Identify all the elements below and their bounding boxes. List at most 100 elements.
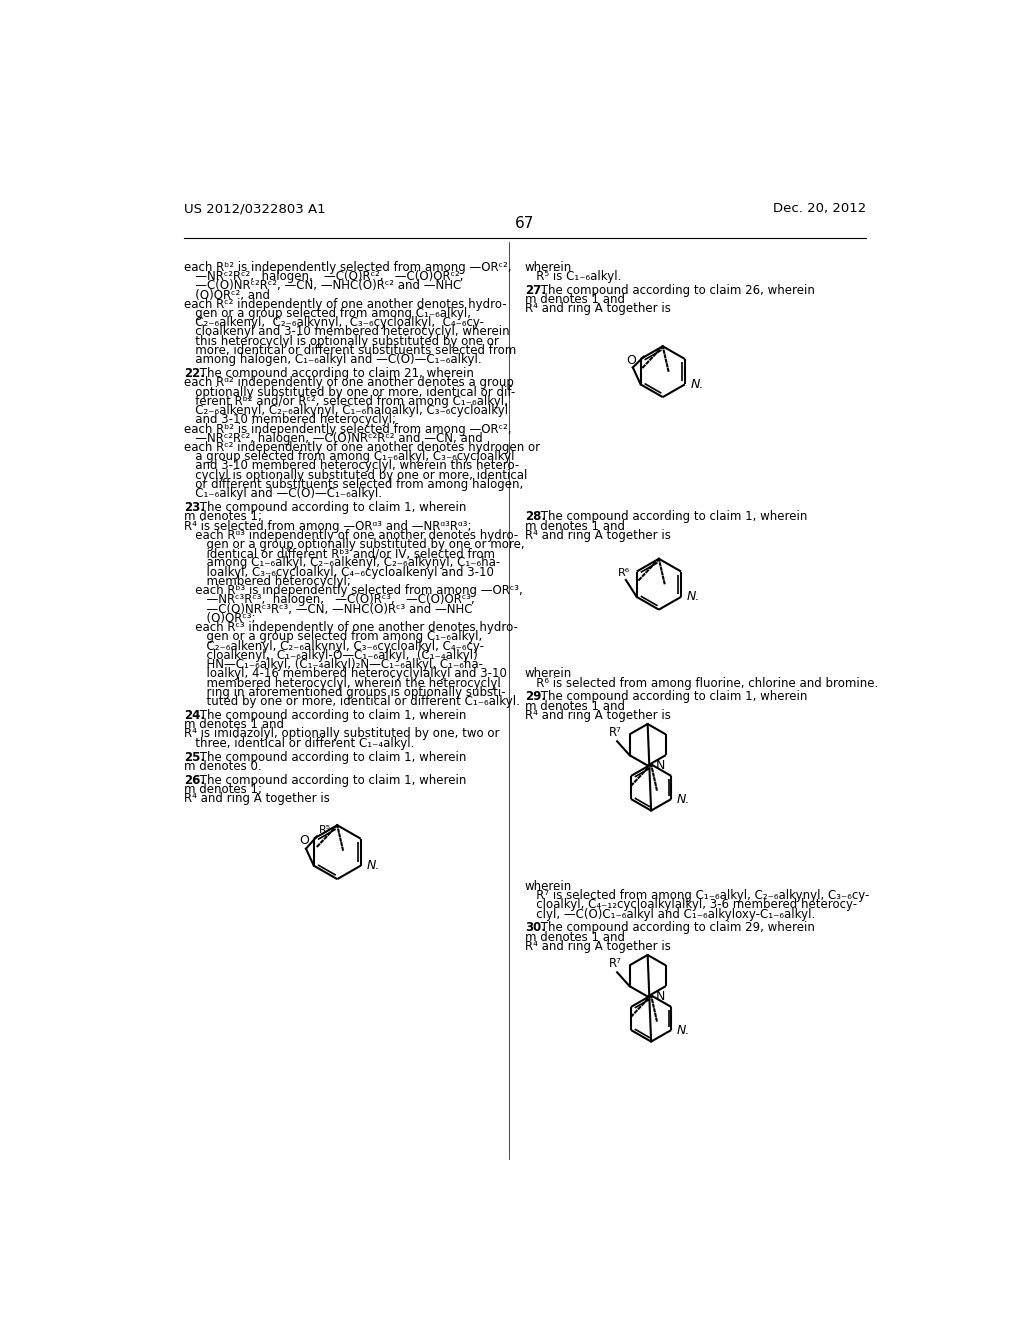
Text: each Rᵅ² independently of one another denotes a group: each Rᵅ² independently of one another de… — [183, 376, 514, 389]
Text: more, identical or different substituents selected from: more, identical or different substituent… — [183, 345, 516, 356]
Text: R⁴ is imidazolyl, optionally substituted by one, two or: R⁴ is imidazolyl, optionally substituted… — [183, 727, 500, 741]
Text: —C(O)NRᶜ²Rᶜ², —CN, —NHC(O)Rᶜ² and —NHC: —C(O)NRᶜ²Rᶜ², —CN, —NHC(O)Rᶜ² and —NHC — [183, 280, 461, 292]
Text: 29.: 29. — [524, 690, 546, 704]
Text: C₂₋₆alkenyl, C₂₋₆alkynyl, C₁₋₆haloalkyl, C₃₋₆cycloalkyl: C₂₋₆alkenyl, C₂₋₆alkynyl, C₁₋₆haloalkyl,… — [183, 404, 508, 417]
Text: membered heterocyclyl;: membered heterocyclyl; — [183, 576, 350, 587]
Text: R⁶: R⁶ — [618, 569, 631, 578]
Text: loalkyl, C₃₋₆cycloalkyl, C₄₋₆cycloalkenyl and 3-10: loalkyl, C₃₋₆cycloalkyl, C₄₋₆cycloalkeny… — [183, 566, 494, 578]
Text: Dec. 20, 2012: Dec. 20, 2012 — [772, 202, 866, 215]
Text: —NRᶜ³Rᶜ³,  halogen,   —C(O)Rᶜ³,   —C(O)ORᶜ³,: —NRᶜ³Rᶜ³, halogen, —C(O)Rᶜ³, —C(O)ORᶜ³, — [183, 594, 474, 606]
Text: R⁷ is selected from among C₁₋₆alkyl, C₂₋₆alkynyl, C₃₋₆cy-: R⁷ is selected from among C₁₋₆alkyl, C₂₋… — [524, 890, 869, 902]
Text: C₁₋₆alkyl and —C(O)—C₁₋₆alkyl.: C₁₋₆alkyl and —C(O)—C₁₋₆alkyl. — [183, 487, 382, 500]
Text: 30.: 30. — [524, 921, 546, 935]
Text: each Rᵇ² is independently selected from among —ORᶜ²,: each Rᵇ² is independently selected from … — [183, 422, 511, 436]
Text: cloalkenyl and 3-10 membered heterocyclyl, wherein: cloalkenyl and 3-10 membered heterocycly… — [183, 326, 509, 338]
Text: gen or a group selected from among C₁₋₆alkyl,: gen or a group selected from among C₁₋₆a… — [183, 308, 471, 319]
Text: each Rᵅ³ independently of one another denotes hydro-: each Rᵅ³ independently of one another de… — [183, 529, 518, 541]
Text: each Rᶜ² independently of one another denotes hydrogen or: each Rᶜ² independently of one another de… — [183, 441, 540, 454]
Text: m denotes 1 and: m denotes 1 and — [524, 700, 625, 713]
Text: each Rᶜ³ independently of one another denotes hydro-: each Rᶜ³ independently of one another de… — [183, 622, 518, 634]
Text: membered heterocyclyl, wherein the heterocyclyl: membered heterocyclyl, wherein the heter… — [183, 677, 501, 689]
Text: R⁴ and ring A together is: R⁴ and ring A together is — [183, 792, 330, 805]
Text: R⁶ is selected from among fluorine, chlorine and bromine.: R⁶ is selected from among fluorine, chlo… — [524, 677, 878, 689]
Text: R⁴ is selected from among —ORᵅ³ and —NRᵅ³Rᵅ³;: R⁴ is selected from among —ORᵅ³ and —NRᵅ… — [183, 520, 471, 532]
Text: The compound according to claim 26, wherein: The compound according to claim 26, wher… — [537, 284, 814, 297]
Text: cloalkenyl,  C₁₋₆alkyl-O—C₁₋₆alkyl,  (C₁₋₄alkyl): cloalkenyl, C₁₋₆alkyl-O—C₁₋₆alkyl, (C₁₋₄… — [183, 649, 477, 661]
Text: The compound according to claim 1, wherein: The compound according to claim 1, where… — [537, 511, 807, 523]
Text: (O)ORᶜ³;: (O)ORᶜ³; — [183, 612, 255, 624]
Text: m denotes 1 and: m denotes 1 and — [524, 931, 625, 944]
Text: three, identical or different C₁₋₄alkyl.: three, identical or different C₁₋₄alkyl. — [183, 737, 414, 750]
Text: The compound according to claim 1, wherein: The compound according to claim 1, where… — [196, 751, 466, 763]
Text: ring in aforementioned groups is optionally substi-: ring in aforementioned groups is optiona… — [183, 686, 506, 698]
Text: cyclyl is optionally substituted by one or more, identical: cyclyl is optionally substituted by one … — [183, 469, 527, 482]
Text: R⁵: R⁵ — [318, 825, 331, 834]
Text: 28.: 28. — [524, 511, 546, 523]
Text: 23.: 23. — [183, 502, 205, 513]
Text: N.: N. — [677, 1023, 690, 1036]
Text: The compound according to claim 1, wherein: The compound according to claim 1, where… — [537, 690, 807, 704]
Text: R⁴ and ring A together is: R⁴ and ring A together is — [524, 940, 671, 953]
Text: N.: N. — [686, 590, 699, 603]
Text: 27.: 27. — [524, 284, 546, 297]
Text: —NRᶜ²Rᶜ²,  halogen,   —C(O)Rᶜ²,   —C(O)ORᶜ²,: —NRᶜ²Rᶜ², halogen, —C(O)Rᶜ², —C(O)ORᶜ², — [183, 271, 463, 282]
Text: The compound according to claim 21, wherein: The compound according to claim 21, wher… — [196, 367, 473, 380]
Text: 67: 67 — [515, 216, 535, 231]
Text: —NRᶜ²Rᶜ², halogen, —C(O)NRᶜ²Rᶜ² and —CN, and: —NRᶜ²Rᶜ², halogen, —C(O)NRᶜ²Rᶜ² and —CN,… — [183, 432, 482, 445]
Text: N: N — [655, 759, 665, 772]
Text: wherein: wherein — [524, 261, 572, 273]
Text: optionally substituted by one or more, identical or dif-: optionally substituted by one or more, i… — [183, 385, 515, 399]
Text: R⁷: R⁷ — [609, 726, 622, 739]
Text: The compound according to claim 29, wherein: The compound according to claim 29, wher… — [537, 921, 814, 935]
Text: m denotes 1 and: m denotes 1 and — [183, 718, 284, 731]
Text: wherein: wherein — [524, 668, 572, 680]
Text: wherein: wherein — [524, 880, 572, 892]
Text: identical or different Rᵇ³ and/or IV, selected from: identical or different Rᵇ³ and/or IV, se… — [183, 548, 495, 560]
Text: R⁴ and ring A together is: R⁴ and ring A together is — [524, 529, 671, 541]
Text: O: O — [627, 354, 636, 367]
Text: 26.: 26. — [183, 774, 205, 787]
Text: (O)ORᶜ², and: (O)ORᶜ², and — [183, 289, 269, 301]
Text: The compound according to claim 1, wherein: The compound according to claim 1, where… — [196, 709, 466, 722]
Text: and 3-10 membered heterocyclyl;: and 3-10 membered heterocyclyl; — [183, 413, 396, 426]
Text: m denotes 1;: m denotes 1; — [183, 511, 262, 523]
Text: a group selected from among C₁₋₆alkyl, C₃₋₆cycloalkyl: a group selected from among C₁₋₆alkyl, C… — [183, 450, 514, 463]
Text: among C₁₋₆alkyl, C₂₋₆alkenyl, C₂₋₆alkynyl, C₁₋₆ha-: among C₁₋₆alkyl, C₂₋₆alkenyl, C₂₋₆alkyny… — [183, 557, 500, 569]
Text: R⁴ and ring A together is: R⁴ and ring A together is — [524, 709, 671, 722]
Text: N.: N. — [690, 378, 703, 391]
Text: m denotes 1 and: m denotes 1 and — [524, 520, 625, 532]
Text: each Rᵇ² is independently selected from among —ORᶜ²,: each Rᵇ² is independently selected from … — [183, 261, 511, 273]
Text: m denotes 0.: m denotes 0. — [183, 760, 261, 772]
Text: R⁵ is C₁₋₆alkyl.: R⁵ is C₁₋₆alkyl. — [524, 271, 622, 282]
Text: each Rᶜ² independently of one another denotes hydro-: each Rᶜ² independently of one another de… — [183, 298, 507, 310]
Text: R⁴ and ring A together is: R⁴ and ring A together is — [524, 302, 671, 315]
Text: clyl, —C(O)C₁₋₆alkyl and C₁₋₆alkyloxy-C₁₋₆alkyl.: clyl, —C(O)C₁₋₆alkyl and C₁₋₆alkyloxy-C₁… — [524, 908, 815, 920]
Text: tuted by one or more, identical or different C₁₋₆alkyl.: tuted by one or more, identical or diffe… — [183, 696, 519, 708]
Text: 25.: 25. — [183, 751, 205, 763]
Text: N.: N. — [677, 792, 690, 805]
Text: 22.: 22. — [183, 367, 205, 380]
Text: m denotes 1;: m denotes 1; — [183, 783, 262, 796]
Text: m denotes 1 and: m denotes 1 and — [524, 293, 625, 306]
Text: or different substituents selected from among halogen,: or different substituents selected from … — [183, 478, 523, 491]
Text: The compound according to claim 1, wherein: The compound according to claim 1, where… — [196, 502, 466, 513]
Text: gen or a group selected from among C₁₋₆alkyl,: gen or a group selected from among C₁₋₆a… — [183, 631, 482, 643]
Text: and 3-10 membered heterocyclyl, wherein this hetero-: and 3-10 membered heterocyclyl, wherein … — [183, 459, 519, 473]
Text: each Rᵇ³ is independently selected from among —ORᶜ³,: each Rᵇ³ is independently selected from … — [183, 585, 522, 597]
Text: among halogen, C₁₋₆alkyl and —C(O)—C₁₋₆alkyl.: among halogen, C₁₋₆alkyl and —C(O)—C₁₋₆a… — [183, 354, 481, 366]
Text: gen or a group optionally substituted by one or more,: gen or a group optionally substituted by… — [183, 539, 524, 550]
Text: this heterocyclyl is optionally substituted by one or: this heterocyclyl is optionally substitu… — [183, 335, 499, 347]
Text: The compound according to claim 1, wherein: The compound according to claim 1, where… — [196, 774, 466, 787]
Text: N.: N. — [367, 859, 380, 873]
Text: ferent Rᵇ² and/or Rᶜ², selected from among C₁₋₆alkyl,: ferent Rᵇ² and/or Rᶜ², selected from amo… — [183, 395, 508, 408]
Text: HN—C₁₋₆alkyl, (C₁₋₄alkyl)₂N—C₁₋₆alkyl, C₁₋₆ha-: HN—C₁₋₆alkyl, (C₁₋₄alkyl)₂N—C₁₋₆alkyl, C… — [183, 659, 482, 671]
Text: —C(O)NRᶜ³Rᶜ³, —CN, —NHC(O)Rᶜ³ and —NHC: —C(O)NRᶜ³Rᶜ³, —CN, —NHC(O)Rᶜ³ and —NHC — [183, 603, 472, 615]
Text: C₂₋₆alkenyl,  C₂₋₆alkynyl,  C₃₋₆cycloalkyl,  C₄₋₆cy-: C₂₋₆alkenyl, C₂₋₆alkynyl, C₃₋₆cycloalkyl… — [183, 317, 483, 329]
Text: C₂₋₆alkenyl, C₂₋₆alkynyl, C₃₋₆cycloalkyl, C₄₋₆cy-: C₂₋₆alkenyl, C₂₋₆alkynyl, C₃₋₆cycloalkyl… — [183, 640, 483, 652]
Text: O: O — [300, 834, 309, 847]
Text: US 2012/0322803 A1: US 2012/0322803 A1 — [183, 202, 326, 215]
Text: N: N — [655, 990, 665, 1003]
Text: loalkyl, 4-16 membered heterocyclylalkyl and 3-10: loalkyl, 4-16 membered heterocyclylalkyl… — [183, 668, 507, 680]
Text: cloalkyl, C₄₋₁₂cycloalkylalkyl, 3-6 membered heterocy-: cloalkyl, C₄₋₁₂cycloalkylalkyl, 3-6 memb… — [524, 899, 857, 911]
Text: R⁷: R⁷ — [609, 957, 622, 970]
